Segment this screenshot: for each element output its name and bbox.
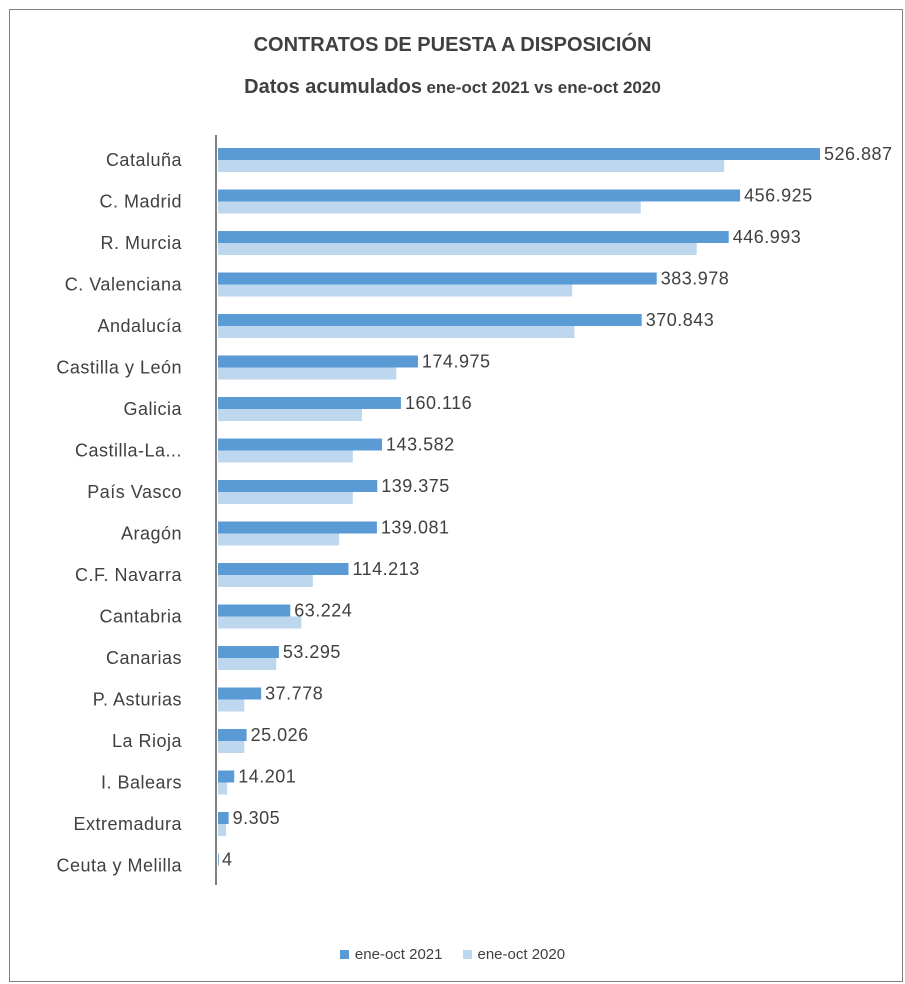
category-label: I. Balears xyxy=(101,773,182,793)
bar-2020 xyxy=(218,243,697,255)
value-label-2021: 160.116 xyxy=(405,393,472,413)
legend: ene-oct 2021 ene-oct 2020 xyxy=(0,946,905,963)
category-label: C. Madrid xyxy=(99,192,182,212)
bar-2020 xyxy=(218,201,641,214)
bar-2021 xyxy=(218,438,383,451)
category-label: Cataluña xyxy=(106,150,183,170)
chart-subtitle-main: Datos acumulados xyxy=(244,76,422,98)
category-label: La Rioja xyxy=(112,731,183,751)
bar-2021 xyxy=(218,770,235,783)
category-label: Andalucía xyxy=(97,316,182,336)
bar-2021 xyxy=(218,148,820,160)
legend-label-2020: ene-oct 2020 xyxy=(477,946,566,963)
bar-2020 xyxy=(218,409,362,421)
bar-2021 xyxy=(218,812,229,824)
value-label-2021: 446.993 xyxy=(733,227,802,247)
value-label-2021: 37.778 xyxy=(265,684,323,704)
chart-subtitle: Datos acumulados ene-oct 2021 vs ene-oct… xyxy=(0,76,905,99)
value-label-2021: 63.224 xyxy=(294,601,352,621)
bar-2020 xyxy=(218,160,725,172)
legend-swatch-2020 xyxy=(462,950,472,959)
bar-2020 xyxy=(218,450,353,463)
value-label-2021: 53.295 xyxy=(283,642,341,662)
category-label: C. Valenciana xyxy=(65,275,183,295)
value-label-2021: 139.375 xyxy=(381,476,450,496)
category-label: Ceuta y Melilla xyxy=(56,856,182,876)
bar-2021 xyxy=(218,355,418,368)
bar-2021 xyxy=(218,646,279,658)
category-label: P. Asturias xyxy=(93,690,182,710)
bar-2021 xyxy=(218,397,401,409)
category-label: Aragón xyxy=(121,524,182,544)
value-label-2021: 456.925 xyxy=(744,186,813,206)
value-label-2021: 526.887 xyxy=(824,144,893,164)
value-label-2021: 14.201 xyxy=(238,767,296,787)
category-label: País Vasco xyxy=(87,482,182,502)
bar-2021 xyxy=(218,189,741,202)
bar-2021 xyxy=(218,604,291,617)
legend-item-2020: ene-oct 2020 xyxy=(462,946,566,963)
value-label-2021: 174.975 xyxy=(422,352,491,372)
bar-2021 xyxy=(218,480,378,492)
bar-2021 xyxy=(218,729,247,741)
category-label: Castilla y León xyxy=(56,358,182,378)
bar-2020 xyxy=(218,367,397,380)
bar-2020 xyxy=(218,741,245,753)
value-label-2021: 114.213 xyxy=(352,559,419,579)
value-label-2021: 139.081 xyxy=(381,518,450,538)
bar-2020 xyxy=(218,533,340,546)
bar-2020 xyxy=(218,326,575,338)
bar-2021 xyxy=(218,314,642,326)
category-label: R. Murcia xyxy=(100,233,182,253)
category-label: Canarias xyxy=(106,648,182,668)
legend-swatch-2021 xyxy=(339,950,349,959)
bar-2020 xyxy=(218,658,277,670)
bar-2020 xyxy=(218,575,313,587)
bar-2020 xyxy=(218,492,353,504)
bar-2021 xyxy=(218,563,349,575)
value-label-2021: 143.582 xyxy=(386,435,455,455)
legend-item-2021: ene-oct 2021 xyxy=(339,946,443,963)
value-label-2021: 25.026 xyxy=(251,725,309,745)
bar-2021 xyxy=(218,521,377,534)
value-label-2021: 4 xyxy=(222,850,233,870)
value-label-2021: 383.978 xyxy=(661,269,730,289)
chart-title: CONTRATOS DE PUESTA A DISPOSICIÓN xyxy=(253,34,652,56)
category-label: Cantabria xyxy=(99,607,182,627)
legend-label-2021: ene-oct 2021 xyxy=(354,946,443,963)
bar-2020 xyxy=(218,616,302,629)
category-label: Galicia xyxy=(123,399,182,419)
category-label: Castilla-La... xyxy=(75,441,182,461)
bar-2020 xyxy=(218,284,573,297)
chart-subtitle-period: ene-oct 2021 vs ene-oct 2020 xyxy=(426,78,661,97)
value-label-2021: 9.305 xyxy=(233,808,281,828)
category-label: Extremadura xyxy=(73,814,182,834)
bar-2020 xyxy=(218,782,228,795)
bar-2021 xyxy=(218,687,262,700)
bar-2020 xyxy=(218,824,226,836)
bar-2021 xyxy=(218,231,729,243)
category-label: C.F. Navarra xyxy=(75,565,183,585)
bar-2020 xyxy=(218,699,245,712)
bar-2021 xyxy=(218,272,657,285)
bar-2021 xyxy=(218,853,219,866)
value-label-2021: 370.843 xyxy=(646,310,715,330)
